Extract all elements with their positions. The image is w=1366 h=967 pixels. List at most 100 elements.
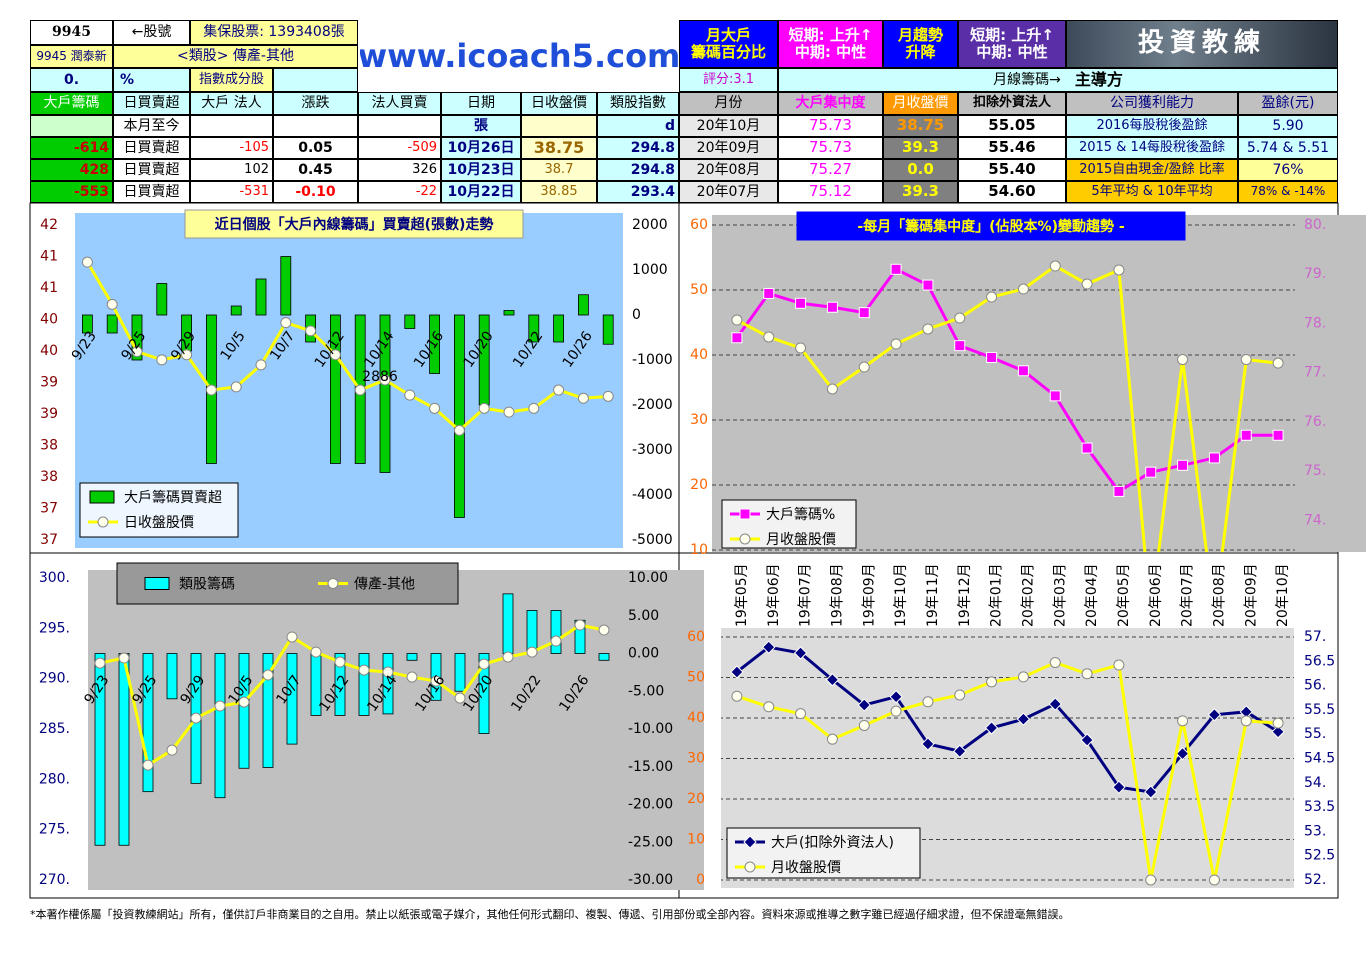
- y-tick-label: 60: [687, 629, 705, 645]
- point: [430, 675, 442, 687]
- x-tick-label: 19年12月: [957, 563, 973, 627]
- bar: [94, 653, 106, 846]
- y-tick-label: 60: [690, 217, 708, 233]
- y2-tick-label: -20.00: [628, 797, 673, 813]
- point: [1208, 452, 1220, 464]
- point: [334, 656, 346, 668]
- column-header: 大戶集中度: [778, 92, 883, 115]
- x-tick-label: 19年10月: [893, 563, 909, 627]
- table-cell: 20年07月: [679, 181, 778, 203]
- line: [736, 660, 1279, 881]
- point: [889, 690, 903, 704]
- point: [953, 744, 967, 758]
- bar: [286, 653, 298, 745]
- table-cell: 75.27: [778, 159, 883, 181]
- point: [1177, 354, 1189, 366]
- pct-unit: %: [113, 68, 190, 92]
- bar: [214, 653, 226, 799]
- bar: [106, 314, 118, 334]
- y-tick-label: 0: [696, 872, 705, 888]
- table-cell: 日買賣超: [113, 181, 190, 203]
- point: [954, 312, 966, 324]
- y2-tick-label: 56.: [1304, 678, 1326, 694]
- y-tick-label: 10: [690, 542, 708, 558]
- table-cell: 55.40: [958, 159, 1066, 181]
- table-cell: -509: [358, 137, 441, 159]
- point: [986, 291, 998, 303]
- point: [795, 297, 807, 309]
- point: [1177, 715, 1189, 727]
- point: [1207, 708, 1222, 722]
- y2-tick-label: -10.00: [628, 721, 673, 737]
- bar: [142, 653, 154, 793]
- x-tick-label: 19年09月: [861, 563, 877, 627]
- x-tick-label: 20年04月: [1084, 563, 1100, 627]
- point: [763, 287, 775, 299]
- point: [550, 635, 562, 647]
- point: [826, 733, 838, 745]
- legend-swatch: [144, 577, 170, 590]
- y-tick-label: 39: [40, 375, 58, 391]
- point: [238, 696, 250, 708]
- point: [795, 708, 807, 720]
- column-header: 法人買賣: [358, 92, 441, 115]
- line: [736, 264, 1279, 552]
- legend-box: [726, 827, 921, 879]
- y-tick-label: 40: [40, 312, 58, 328]
- y2-tick-label: 74.: [1304, 512, 1326, 528]
- point: [743, 835, 757, 849]
- table-cell: -531: [190, 181, 273, 203]
- legend-label: 大戶(扣除外資法人): [771, 835, 894, 851]
- y-tick-label: 30: [690, 412, 708, 428]
- legend-label: 日收盤股價: [124, 514, 194, 531]
- point: [329, 349, 341, 361]
- column-header: 日期: [441, 92, 521, 115]
- bar: [578, 294, 589, 316]
- plot: [712, 224, 1295, 552]
- y2-tick-label: 77.: [1304, 365, 1326, 381]
- point: [731, 690, 743, 702]
- label: 月線籌碼→: [993, 71, 1061, 88]
- column-header: 漲跌: [273, 92, 358, 115]
- table-cell: 54.60: [958, 181, 1066, 203]
- y2-tick-label: 57.: [1304, 629, 1326, 645]
- y-tick-label: 270.: [39, 872, 70, 888]
- table-cell: 76%: [1238, 159, 1338, 181]
- table-cell: 428: [30, 159, 113, 181]
- line: 中期: 中性: [794, 43, 867, 61]
- y-tick-label: 20: [690, 477, 708, 493]
- x-tick-label: 20年09月: [1243, 563, 1259, 627]
- table-cell: 10月22日: [441, 181, 521, 203]
- bar: [404, 314, 416, 329]
- table-cell: [358, 115, 441, 137]
- y2-tick-label: -2000: [632, 397, 673, 413]
- point: [731, 332, 743, 344]
- line: [86, 261, 609, 433]
- custody: 集保股票: 1393408張: [190, 20, 358, 45]
- plot-area: [88, 570, 704, 890]
- bar: [478, 653, 490, 734]
- chart-title: -每月「籌碼集中度」(佔股本%)變動趨勢 -: [857, 218, 1125, 235]
- point: [327, 578, 339, 589]
- point: [602, 390, 614, 402]
- bar: [429, 314, 441, 374]
- stock-code: 9945: [30, 20, 113, 45]
- table-cell: [273, 115, 358, 137]
- y2-tick-label: 75.: [1304, 463, 1326, 479]
- y2-tick-label: 55.5: [1304, 702, 1335, 718]
- y-tick-label: 40: [690, 347, 708, 363]
- legend-label: 月收盤股價: [771, 859, 841, 876]
- bar: [255, 278, 267, 316]
- point: [255, 359, 267, 371]
- table-cell: 日買賣超: [113, 159, 190, 181]
- site-logo: www.icoach5.com: [360, 36, 678, 75]
- x-tick-label: 20年07月: [1180, 563, 1196, 627]
- bar: [503, 310, 515, 316]
- point: [526, 646, 538, 658]
- y-tick-label: 280.: [39, 771, 70, 787]
- bar: [329, 314, 341, 464]
- y2-tick-label: -15.00: [628, 759, 673, 775]
- y-tick-label: 20: [687, 791, 705, 807]
- y-tick-label: 41: [40, 280, 58, 296]
- bar: [602, 314, 614, 345]
